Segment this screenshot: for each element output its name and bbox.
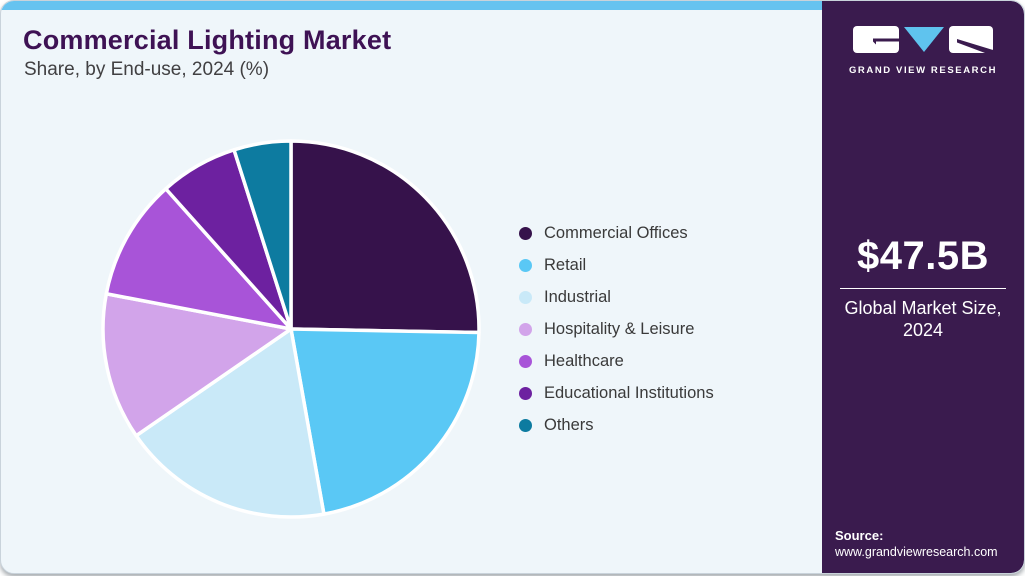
legend-label: Commercial Offices — [544, 223, 688, 242]
legend-dot-icon — [519, 418, 532, 432]
pie-slice — [104, 187, 293, 331]
legend-label: Hospitality & Leisure — [544, 319, 695, 338]
market-size-label-line1: Global Market Size, — [844, 298, 1002, 318]
pie-slice — [289, 327, 481, 516]
source-url: www.grandviewresearch.com — [835, 545, 998, 559]
page-title: Commercial Lighting Market — [23, 25, 392, 55]
market-size-value: $47.5B — [857, 234, 989, 278]
legend-dot-icon — [519, 258, 532, 272]
legend-dot-icon — [519, 354, 532, 368]
pie-slice — [134, 327, 326, 519]
legend-item: Healthcare — [519, 345, 714, 377]
legend-label: Others — [544, 415, 594, 434]
market-size-block: $47.5B Global Market Size, 2024 — [822, 234, 1024, 341]
pie-slice — [289, 139, 481, 335]
legend-item: Retail — [519, 249, 714, 281]
legend-dot-icon — [519, 226, 532, 240]
logo-block: GRAND VIEW RESEARCH — [822, 26, 1024, 76]
pie-slice — [101, 292, 293, 438]
legend-item: Commercial Offices — [519, 217, 714, 249]
source-block: Source: www.grandviewresearch.com — [835, 528, 998, 559]
legend-item: Educational Institutions — [519, 377, 714, 409]
legend-dot-icon — [519, 322, 532, 336]
source-label: Source: — [835, 528, 884, 543]
chart-panel: Commercial Lighting Market Share, by End… — [1, 1, 824, 573]
pie-slice — [232, 139, 293, 331]
divider — [840, 288, 1006, 289]
gvr-logo-icon — [853, 26, 993, 53]
legend-dot-icon — [519, 386, 532, 400]
pie-chart-svg — [101, 139, 481, 519]
market-size-label: Global Market Size, 2024 — [822, 297, 1024, 341]
sidebar: GRAND VIEW RESEARCH $47.5B Global Market… — [822, 1, 1024, 573]
accent-topbar — [1, 1, 824, 10]
legend-label: Industrial — [544, 287, 611, 306]
legend-label: Retail — [544, 255, 587, 274]
legend-dot-icon — [519, 290, 532, 304]
brand-name: GRAND VIEW RESEARCH — [848, 65, 998, 76]
legend-item: Others — [519, 409, 714, 441]
legend-label: Educational Institutions — [544, 383, 714, 402]
legend: Commercial Offices Retail Industrial Hospit… — [519, 217, 714, 441]
market-size-label-line2: 2024 — [902, 320, 944, 340]
legend-item: Industrial — [519, 281, 714, 313]
page-subtitle: Share, by End-use, 2024 (%) — [24, 59, 270, 80]
pie-chart — [91, 129, 491, 529]
legend-item: Hospitality & Leisure — [519, 313, 714, 345]
legend-label: Healthcare — [544, 351, 624, 370]
